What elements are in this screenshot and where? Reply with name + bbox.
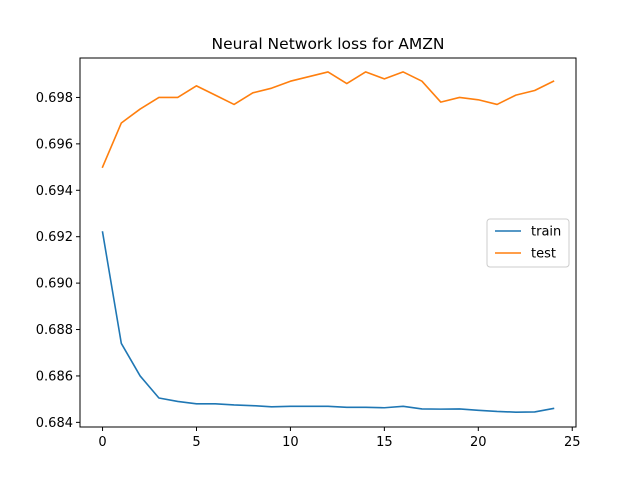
x-tick-label: 20: [470, 435, 487, 450]
y-axis: 0.684 0.686 0.688 0.690 0.692 0.694 0.696 0.698: [36, 91, 80, 431]
y-tick-label: 0.690: [36, 277, 73, 292]
legend: train test: [486, 218, 570, 268]
y-tick-label: 0.694: [36, 184, 73, 199]
y-tick-label: 0.698: [36, 91, 73, 106]
x-tick-label: 10: [282, 435, 299, 450]
x-tick-label: 5: [192, 435, 200, 450]
x-axis: 0 5 10 15 20 25: [98, 427, 581, 450]
series-line-test: [101, 71, 555, 169]
x-tick-label: 0: [98, 435, 106, 450]
plot-area: [79, 57, 577, 428]
y-tick-label: 0.692: [36, 230, 73, 245]
series-layer: [101, 71, 555, 413]
x-tick-label: 25: [564, 435, 581, 450]
plot-frame: [79, 57, 577, 428]
chart-title: Neural Network loss for AMZN: [212, 35, 445, 53]
legend-label-train: train: [531, 225, 561, 240]
x-tick-label: 15: [376, 435, 393, 450]
legend-label-test: test: [531, 247, 556, 262]
y-tick-label: 0.688: [36, 323, 73, 338]
series-line-train: [101, 231, 555, 413]
y-tick-label: 0.686: [36, 369, 73, 384]
y-tick-label: 0.684: [36, 416, 73, 431]
y-tick-label: 0.696: [36, 137, 73, 152]
